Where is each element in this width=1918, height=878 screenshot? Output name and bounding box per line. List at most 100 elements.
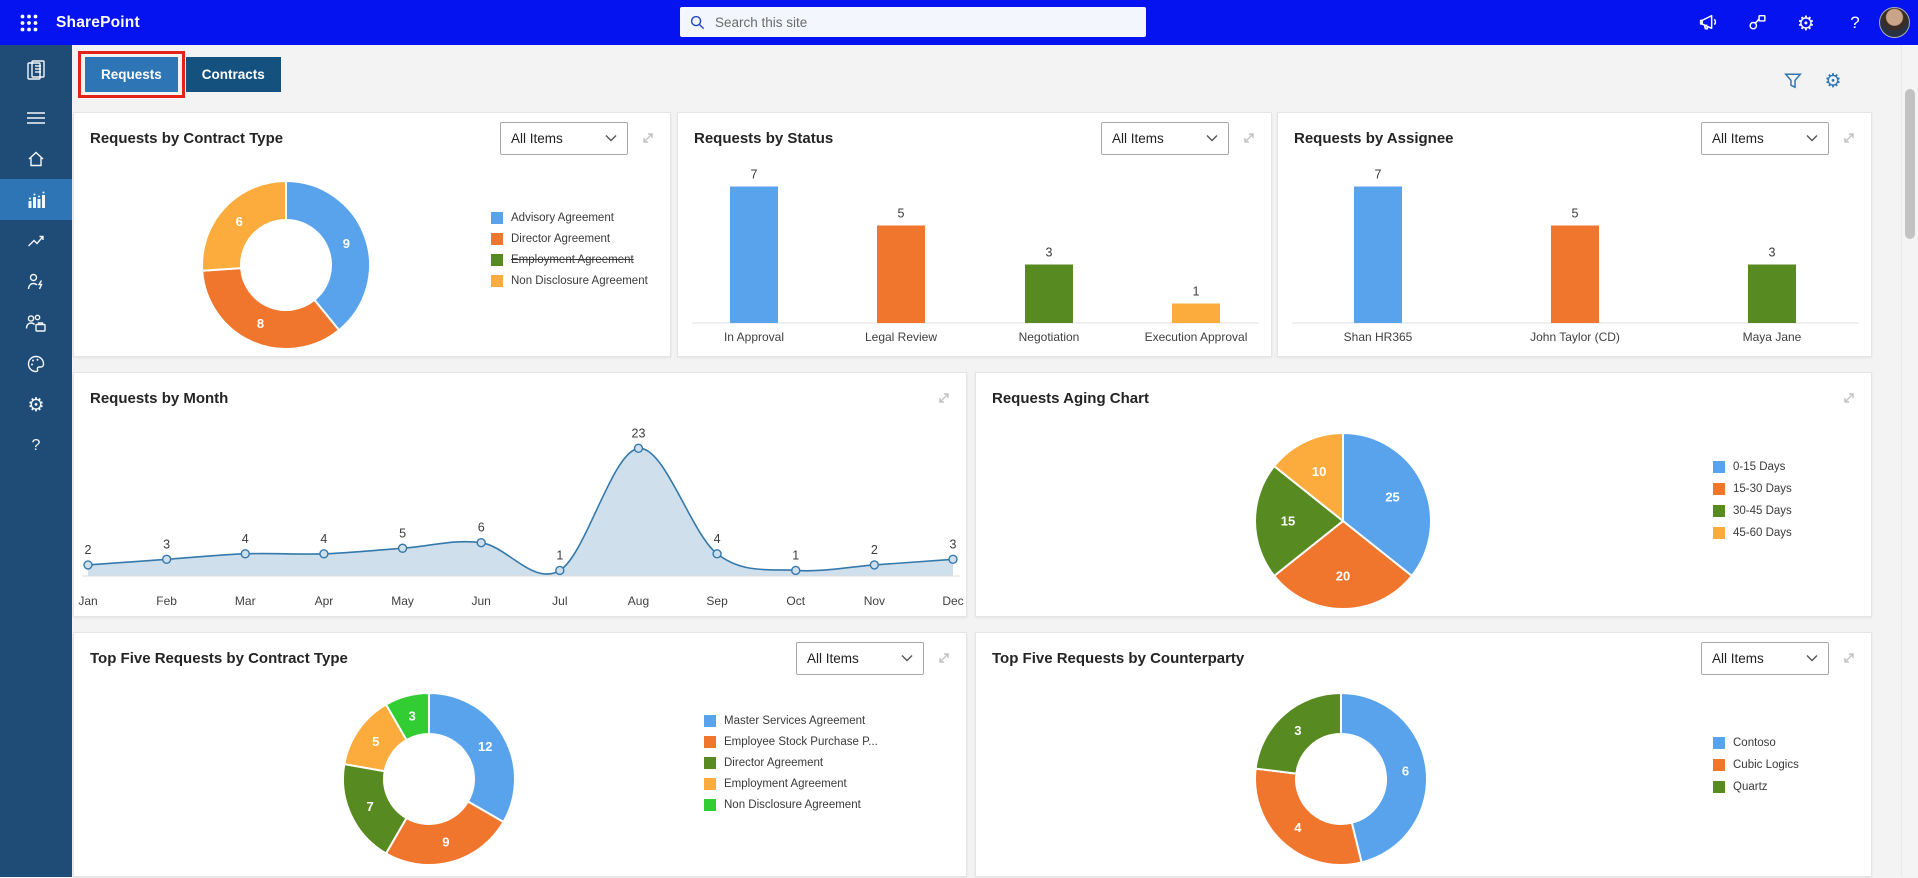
legend-item[interactable]: 45-60 Days: [1713, 527, 1792, 539]
share-nodes-icon[interactable]: [1746, 12, 1768, 34]
legend-label: Employment Agreement: [724, 778, 847, 790]
svg-text:Negotiation: Negotiation: [1019, 330, 1080, 344]
legend-label: 45-60 Days: [1733, 527, 1792, 539]
legend-item[interactable]: Non Disclosure Agreement: [704, 799, 878, 811]
expand-icon[interactable]: [936, 650, 952, 666]
tab-requests[interactable]: Requests: [78, 51, 185, 98]
chart-legend: 0-15 Days 15-30 Days 30-45 Days 45-60 Days: [1713, 461, 1792, 539]
bar-chart-icon: [28, 191, 45, 208]
svg-text:4: 4: [714, 532, 721, 546]
filter-dropdown[interactable]: All Items: [1101, 121, 1229, 155]
tab-contracts[interactable]: Contracts: [185, 57, 281, 92]
filter-icon[interactable]: [1783, 71, 1803, 91]
expand-icon[interactable]: [1841, 650, 1857, 666]
sidebar-item-help[interactable]: ?: [0, 425, 72, 466]
panel-title: Top Five Requests by Counterparty: [992, 649, 1245, 667]
vertical-scrollbar[interactable]: [1901, 45, 1918, 877]
waffle-grid-icon: [20, 14, 38, 31]
expand-icon[interactable]: [1841, 130, 1857, 146]
search-placeholder: Search this site: [715, 14, 808, 30]
legend-item[interactable]: 30-45 Days: [1713, 505, 1792, 517]
expand-icon[interactable]: [1241, 130, 1257, 146]
dropdown-value: All Items: [807, 650, 859, 666]
legend-item[interactable]: 0-15 Days: [1713, 461, 1792, 473]
legend-label: 30-45 Days: [1733, 505, 1792, 517]
legend-label: Contoso: [1733, 737, 1776, 749]
svg-text:6: 6: [236, 214, 243, 229]
filter-dropdown[interactable]: All Items: [500, 121, 628, 155]
legend-item[interactable]: Advisory Agreement: [491, 212, 648, 224]
svg-text:3: 3: [1046, 246, 1053, 260]
legend-swatch: [1713, 461, 1725, 473]
filter-dropdown[interactable]: All Items: [1701, 641, 1829, 675]
svg-text:Maya Jane: Maya Jane: [1743, 330, 1802, 344]
tab-requests-label: Requests: [101, 67, 162, 82]
dashboard-settings-icon[interactable]: ⚙: [1824, 69, 1842, 92]
chevron-down-icon: [901, 655, 913, 662]
legend-label: Non Disclosure Agreement: [724, 799, 861, 811]
svg-text:9: 9: [343, 236, 350, 251]
help-icon[interactable]: ?: [1850, 12, 1860, 32]
legend-label: 0-15 Days: [1733, 461, 1786, 473]
legend-item[interactable]: Contoso: [1713, 737, 1799, 749]
sidebar-item-menu[interactable]: [0, 97, 72, 138]
sidebar-item-teams[interactable]: [0, 302, 72, 343]
top-app-bar: SharePoint Search this site ⚙ ?: [0, 0, 1918, 45]
legend-item[interactable]: Non Disclosure Agreement: [491, 275, 648, 287]
legend-item[interactable]: Quartz: [1713, 781, 1799, 793]
sidebar-item-home[interactable]: [0, 138, 72, 179]
svg-text:3: 3: [950, 537, 957, 551]
legend-item[interactable]: Employment Agreement: [704, 778, 878, 790]
svg-text:4: 4: [320, 532, 327, 546]
chart-top-five-by-contract-type: 12 9 7 5 3: [342, 691, 516, 866]
people-briefcase-icon: [25, 314, 46, 332]
panel-requests-by-month: Requests by Month 2 Jan 3 Feb 4 Mar 4 Apr 5 May 6 J…: [73, 372, 967, 617]
legend-label: Non Disclosure Agreement: [511, 275, 648, 287]
expand-icon[interactable]: [1841, 390, 1857, 406]
legend-item[interactable]: Employment Agreement: [491, 254, 648, 266]
filter-dropdown[interactable]: All Items: [796, 641, 924, 675]
svg-text:6: 6: [478, 521, 485, 535]
chart-top-five-by-counterparty: 6 4 3: [1254, 691, 1428, 866]
app-title[interactable]: SharePoint: [56, 13, 140, 31]
filter-dropdown[interactable]: All Items: [1701, 121, 1829, 155]
sidebar-item-dashboard[interactable]: [0, 179, 72, 220]
svg-text:2: 2: [85, 543, 92, 557]
legend-item[interactable]: Cubic Logics: [1713, 759, 1799, 771]
settings-gear-icon[interactable]: ⚙: [1797, 10, 1815, 35]
legend-swatch: [1713, 737, 1725, 749]
sidebar-item-settings[interactable]: ⚙: [0, 384, 72, 425]
expand-icon[interactable]: [640, 130, 656, 146]
svg-text:20: 20: [1336, 569, 1350, 584]
svg-text:7: 7: [366, 799, 373, 814]
legend-item[interactable]: Director Agreement: [491, 233, 648, 245]
dashboard-content: Requests Contracts ⚙ Requests by Contrac…: [72, 45, 1901, 877]
search-input[interactable]: Search this site: [680, 7, 1146, 37]
dropdown-value: All Items: [511, 130, 563, 146]
legend-label: Quartz: [1733, 781, 1768, 793]
person-bolt-icon: [27, 273, 43, 289]
svg-text:10: 10: [1312, 464, 1326, 479]
svg-text:8: 8: [257, 316, 264, 331]
legend-item[interactable]: Master Services Agreement: [704, 715, 878, 727]
legend-item[interactable]: Employee Stock Purchase P...: [704, 736, 878, 748]
svg-text:5: 5: [898, 207, 905, 221]
search-icon: [690, 15, 705, 29]
app-launcher-icon[interactable]: [12, 6, 46, 40]
user-avatar[interactable]: [1879, 7, 1910, 38]
sidebar-item-theme[interactable]: [0, 343, 72, 384]
scrollbar-thumb[interactable]: [1905, 89, 1915, 239]
legend-swatch: [1713, 781, 1725, 793]
legend-item[interactable]: Director Agreement: [704, 757, 878, 769]
megaphone-icon[interactable]: [1697, 12, 1719, 34]
svg-text:Dec: Dec: [942, 594, 963, 608]
chart-requests-by-assignee: 7 Shan HR365 5 John Taylor (CD) 3 Maya Jane: [1292, 168, 1859, 344]
legend-item[interactable]: 15-30 Days: [1713, 483, 1792, 495]
svg-text:5: 5: [372, 734, 379, 749]
sidebar-item-user-actions[interactable]: [0, 261, 72, 302]
panel-requests-by-assignee: Requests by Assignee All Items 7 Shan HR3…: [1277, 112, 1872, 357]
sidebar-item-reports[interactable]: [0, 220, 72, 261]
expand-icon[interactable]: [936, 390, 952, 406]
panel-title: Requests by Month: [90, 389, 229, 407]
tab-contracts-label: Contracts: [201, 67, 265, 82]
